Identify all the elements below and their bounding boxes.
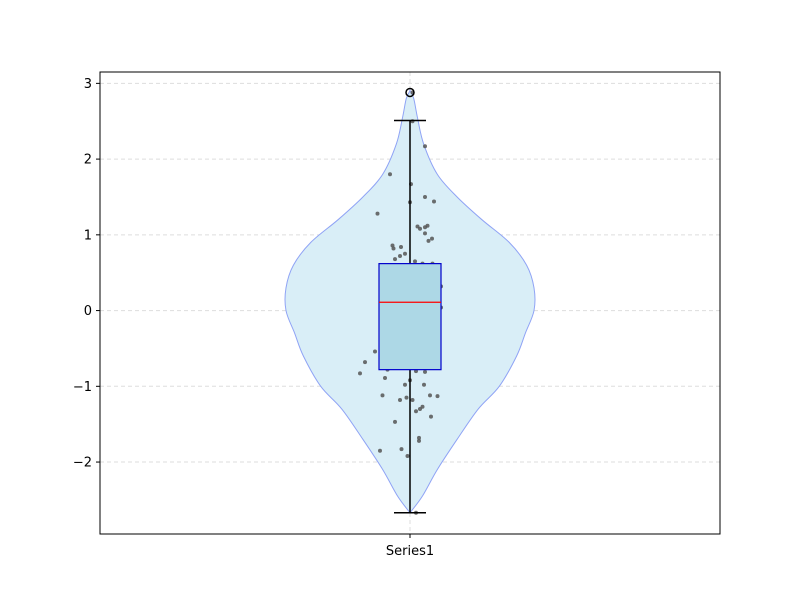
data-point xyxy=(403,251,407,256)
jitter-points-layer xyxy=(358,90,443,515)
data-point xyxy=(375,211,380,216)
data-point xyxy=(399,447,404,452)
box-plot-layer xyxy=(378,87,442,514)
data-point xyxy=(423,194,427,199)
iqr-box xyxy=(378,263,442,371)
axes-layer: −2 −1 0 1 2 3 Series1 xyxy=(73,77,434,559)
data-point xyxy=(388,172,392,177)
y-tick-label: −2 xyxy=(73,456,92,471)
data-point xyxy=(383,375,387,380)
x-tick-label: Series1 xyxy=(386,544,434,559)
data-point xyxy=(378,448,382,453)
y-tick-label: 1 xyxy=(84,228,92,243)
data-point xyxy=(398,254,402,259)
y-tick-label: 3 xyxy=(84,77,92,92)
data-point xyxy=(414,409,418,414)
data-point xyxy=(399,244,403,249)
data-point xyxy=(426,238,431,243)
data-point xyxy=(410,397,415,402)
data-point xyxy=(393,257,397,262)
data-point xyxy=(429,414,433,419)
data-point xyxy=(358,371,362,376)
data-point xyxy=(432,199,436,204)
data-point xyxy=(373,349,377,354)
data-point xyxy=(425,223,430,228)
data-point xyxy=(391,246,396,251)
data-point xyxy=(428,393,432,398)
outlier-marker xyxy=(405,87,415,98)
data-point xyxy=(430,236,434,241)
data-point xyxy=(398,397,402,402)
y-tick-label: −1 xyxy=(73,380,92,395)
data-point xyxy=(422,382,426,387)
data-point xyxy=(417,438,421,443)
data-point xyxy=(380,393,385,398)
data-point xyxy=(390,243,395,248)
data-point xyxy=(417,435,421,440)
data-point xyxy=(423,231,427,236)
data-point xyxy=(423,369,427,374)
y-tick-label: 2 xyxy=(84,153,92,168)
data-point xyxy=(413,259,417,264)
y-tick-label: 0 xyxy=(84,304,92,319)
data-point xyxy=(423,144,427,149)
data-point xyxy=(418,226,422,231)
data-point xyxy=(420,404,425,409)
data-point xyxy=(393,419,397,424)
data-point xyxy=(405,453,410,458)
data-point xyxy=(403,382,407,387)
data-point xyxy=(404,395,409,400)
data-point xyxy=(363,360,367,365)
data-point xyxy=(435,394,440,399)
